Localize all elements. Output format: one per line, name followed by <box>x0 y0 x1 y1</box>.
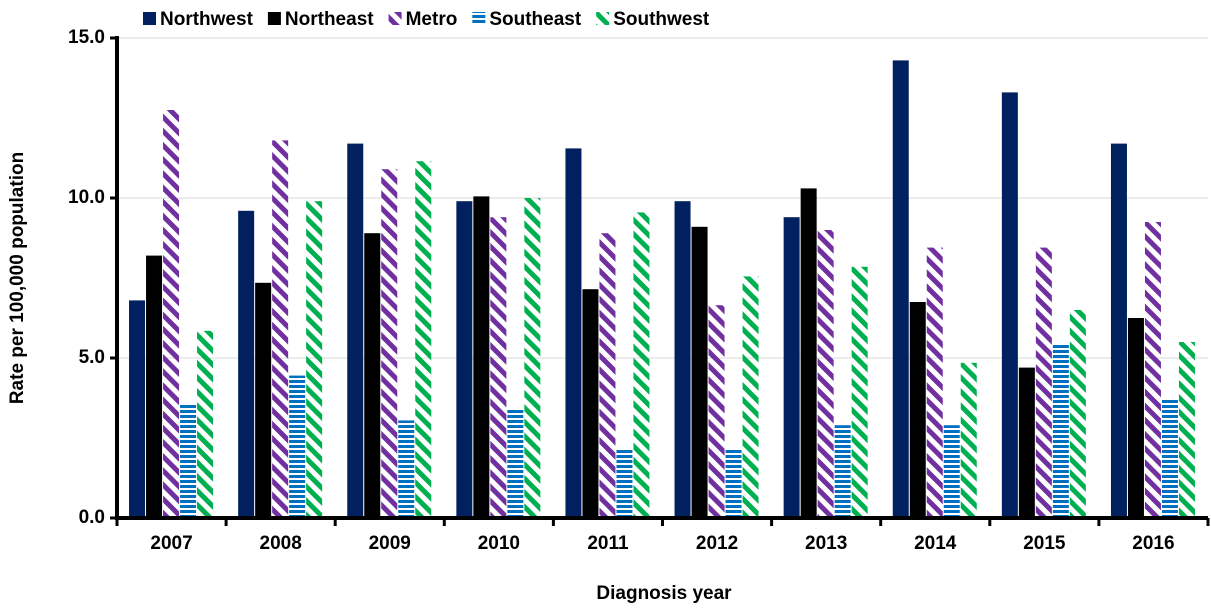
bar <box>909 302 926 518</box>
bar <box>238 210 255 519</box>
x-tick-label: 2011 <box>587 533 629 554</box>
bar <box>1018 367 1035 518</box>
bar <box>616 449 633 518</box>
legend-swatch <box>596 12 610 25</box>
bar <box>1178 342 1195 518</box>
legend-swatch <box>267 12 281 25</box>
bar <box>306 201 323 518</box>
bar <box>1001 92 1018 519</box>
bar <box>1161 399 1178 518</box>
bar <box>943 425 960 518</box>
x-axis-label: Diagnosis year <box>596 583 732 604</box>
bar <box>490 217 507 518</box>
bar <box>1035 247 1052 518</box>
bar <box>599 233 616 518</box>
bar <box>272 140 289 518</box>
bar <box>565 148 582 518</box>
bar <box>289 375 306 518</box>
bar <box>180 404 197 518</box>
bar <box>364 233 381 518</box>
bar <box>524 198 541 518</box>
bar <box>347 143 364 518</box>
bar <box>1052 343 1069 518</box>
x-tick-label: 2007 <box>150 533 192 554</box>
bar <box>960 362 977 518</box>
x-tick-label: 2010 <box>478 533 520 554</box>
bar <box>1144 222 1161 518</box>
legend-swatch <box>143 12 156 25</box>
bar <box>926 247 943 518</box>
bar <box>381 169 398 518</box>
bar <box>582 289 599 518</box>
y-tick-label: 10.0 <box>68 187 105 208</box>
bar <box>742 276 759 518</box>
x-tick-label: 2012 <box>696 533 738 554</box>
y-tick-label: 15.0 <box>68 27 105 48</box>
bar <box>834 425 851 518</box>
bar <box>1069 310 1086 518</box>
x-tick-label: 2013 <box>805 533 847 554</box>
bar <box>507 409 524 518</box>
bar <box>708 305 725 518</box>
legend-label: Northwest <box>160 9 254 30</box>
x-tick-label: 2015 <box>1023 533 1066 554</box>
x-tick-label: 2009 <box>369 533 411 554</box>
y-tick-label: 0.0 <box>79 507 105 528</box>
legend-label: Metro <box>406 9 458 30</box>
bar <box>725 449 742 518</box>
bar <box>817 230 834 518</box>
x-tick-label: 2016 <box>1132 533 1174 554</box>
bar <box>800 188 817 518</box>
bar <box>1110 143 1127 518</box>
y-tick-label: 5.0 <box>79 347 105 368</box>
bar <box>783 217 800 518</box>
bar <box>197 330 214 518</box>
bar <box>473 196 490 518</box>
x-tick-label: 2008 <box>260 533 302 554</box>
legend-swatch <box>388 12 402 25</box>
legend-label: Southwest <box>613 9 710 30</box>
bar <box>146 255 163 518</box>
bar <box>456 201 473 518</box>
bar <box>129 300 146 518</box>
bar <box>1127 318 1144 518</box>
legend-label: Northeast <box>285 9 374 30</box>
bar <box>674 201 691 518</box>
y-axis-label: Rate per 100,000 population <box>7 152 28 404</box>
bar <box>633 212 650 518</box>
legend-label: Southeast <box>489 9 582 30</box>
bar <box>415 161 432 518</box>
bar <box>851 266 868 518</box>
bar <box>691 226 708 519</box>
bar <box>892 60 909 519</box>
legend-swatch <box>472 12 486 25</box>
x-tick-label: 2014 <box>914 533 957 554</box>
bar <box>163 110 180 518</box>
bar <box>255 282 272 518</box>
bar <box>398 420 415 518</box>
